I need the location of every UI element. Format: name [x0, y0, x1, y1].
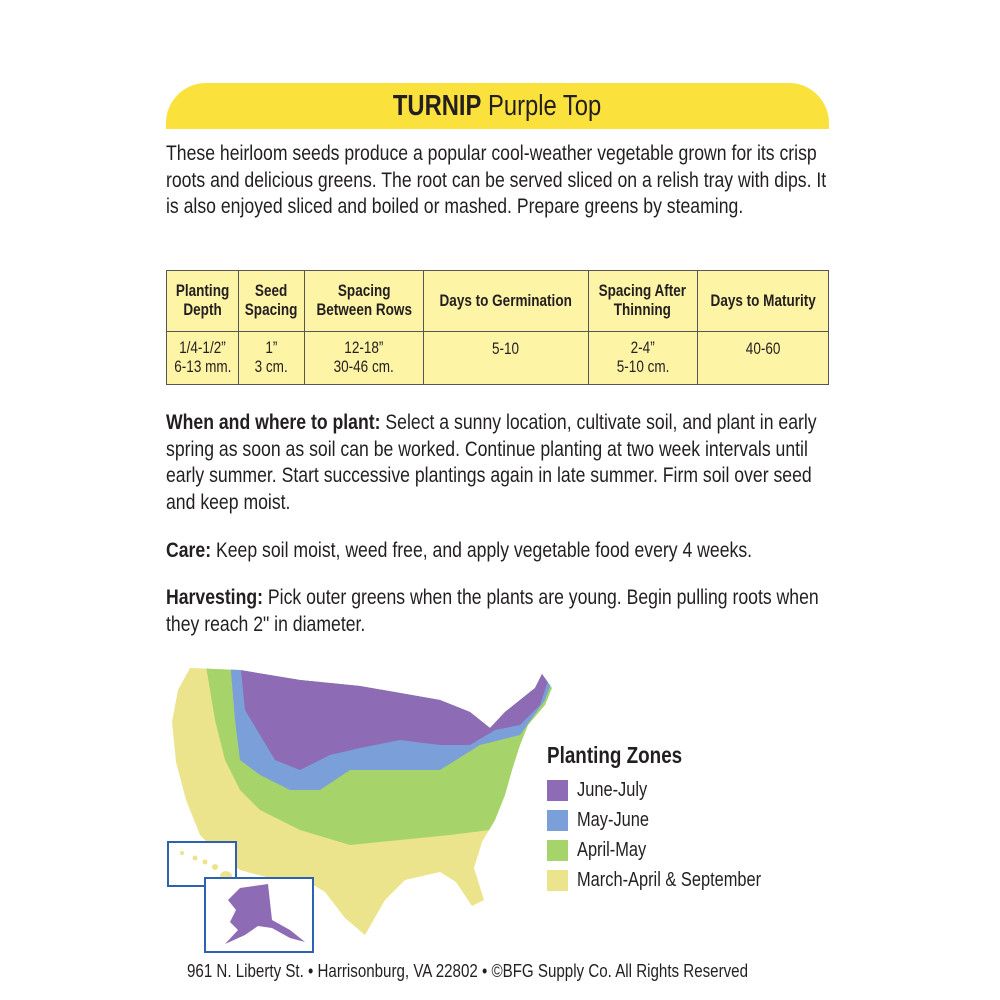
table-value-cell: 1/4-1/2” 6-13 mm. [166, 331, 239, 385]
table-value-cell: 2-4” 5-10 cm. [587, 331, 698, 385]
table-value-cell: 1” 3 cm. [237, 331, 305, 385]
legend-item: March-April & September [547, 865, 802, 895]
section-harvesting: Harvesting: Pick outer greens when the p… [166, 584, 834, 637]
table-header-cell: Seed Spacing [237, 270, 305, 332]
alaska-shape [225, 884, 305, 944]
header-text: Days to Maturity [710, 291, 816, 310]
legend-swatch [547, 779, 568, 801]
header-text: Planting Depth [175, 282, 230, 319]
legend-item: May-June [547, 805, 802, 835]
section-text: Select a sunny location, cultivate soil,… [166, 410, 817, 514]
section-when-where: When and where to plant: Select a sunny … [166, 409, 834, 515]
value-line: 1/4-1/2” [179, 339, 226, 357]
value-line: 40-60 [745, 339, 781, 358]
hawaii-inset [167, 841, 237, 887]
legend-item: June-July [547, 775, 802, 805]
table-value-cell: 5-10 [422, 331, 589, 385]
table-header-cell: Days to Maturity [696, 270, 830, 332]
table-header-row: Planting Depth Seed Spacing Spacing Between R… [166, 270, 830, 332]
legend-label: March-April & September [577, 868, 762, 891]
section-label: Care: [166, 538, 212, 562]
intro: These heirloom seeds produce a popular c… [166, 140, 834, 220]
footer-address: 961 N. Liberty St. • Harrisonburg, VA 22… [187, 961, 749, 981]
section-text: Pick outer greens when the plants are yo… [166, 585, 819, 636]
value-line: 6-13 mm. [173, 358, 231, 376]
legend-swatch [547, 809, 568, 831]
title-banner: TURNIP Purple Top [166, 83, 829, 129]
table-value-cell: 12-18” 30-46 cm. [303, 331, 424, 385]
legend-item: April-May [547, 835, 802, 865]
header-text: Days to Germination [439, 291, 572, 310]
header-text: Spacing After Thinning [598, 282, 687, 319]
table-header-cell: Spacing Between Rows [303, 270, 424, 332]
value-line: 12-18” [344, 339, 384, 357]
intro-text: These heirloom seeds produce a popular c… [166, 141, 827, 218]
map-legend: Planting Zones June-July May-June April-Ma… [547, 742, 802, 895]
value-line: 30-46 cm. [333, 358, 394, 376]
value-line: 2-4” [630, 339, 655, 357]
header-text: Spacing Between Rows [316, 282, 412, 319]
section-text: Keep soil moist, weed free, and apply ve… [215, 538, 753, 562]
value-line: 3 cm. [254, 358, 288, 376]
legend-label: June-July [577, 778, 648, 801]
legend-swatch [547, 869, 568, 891]
table-row: 1/4-1/2” 6-13 mm. 1” 3 cm. 12-18” 30-46 cm. 5-… [166, 331, 830, 385]
title: TURNIP Purple Top [393, 90, 602, 122]
section-label: When and where to plant: [166, 410, 381, 434]
legend-title: Planting Zones [547, 742, 683, 768]
table-value-cell: 40-60 [696, 331, 830, 385]
planting-table: Planting Depth Seed Spacing Spacing Between R… [166, 270, 830, 385]
legend-swatch [547, 839, 568, 861]
value-line: 1” [265, 339, 278, 357]
legend-label: May-June [577, 808, 650, 831]
header-text: Seed Spacing [244, 282, 298, 319]
value-line: 5-10 [492, 339, 520, 358]
value-line: 5-10 cm. [616, 358, 669, 376]
section-care: Care: Keep soil moist, weed free, and ap… [166, 537, 834, 564]
section-label: Harvesting: [166, 585, 264, 609]
legend-label: April-May [577, 838, 647, 861]
